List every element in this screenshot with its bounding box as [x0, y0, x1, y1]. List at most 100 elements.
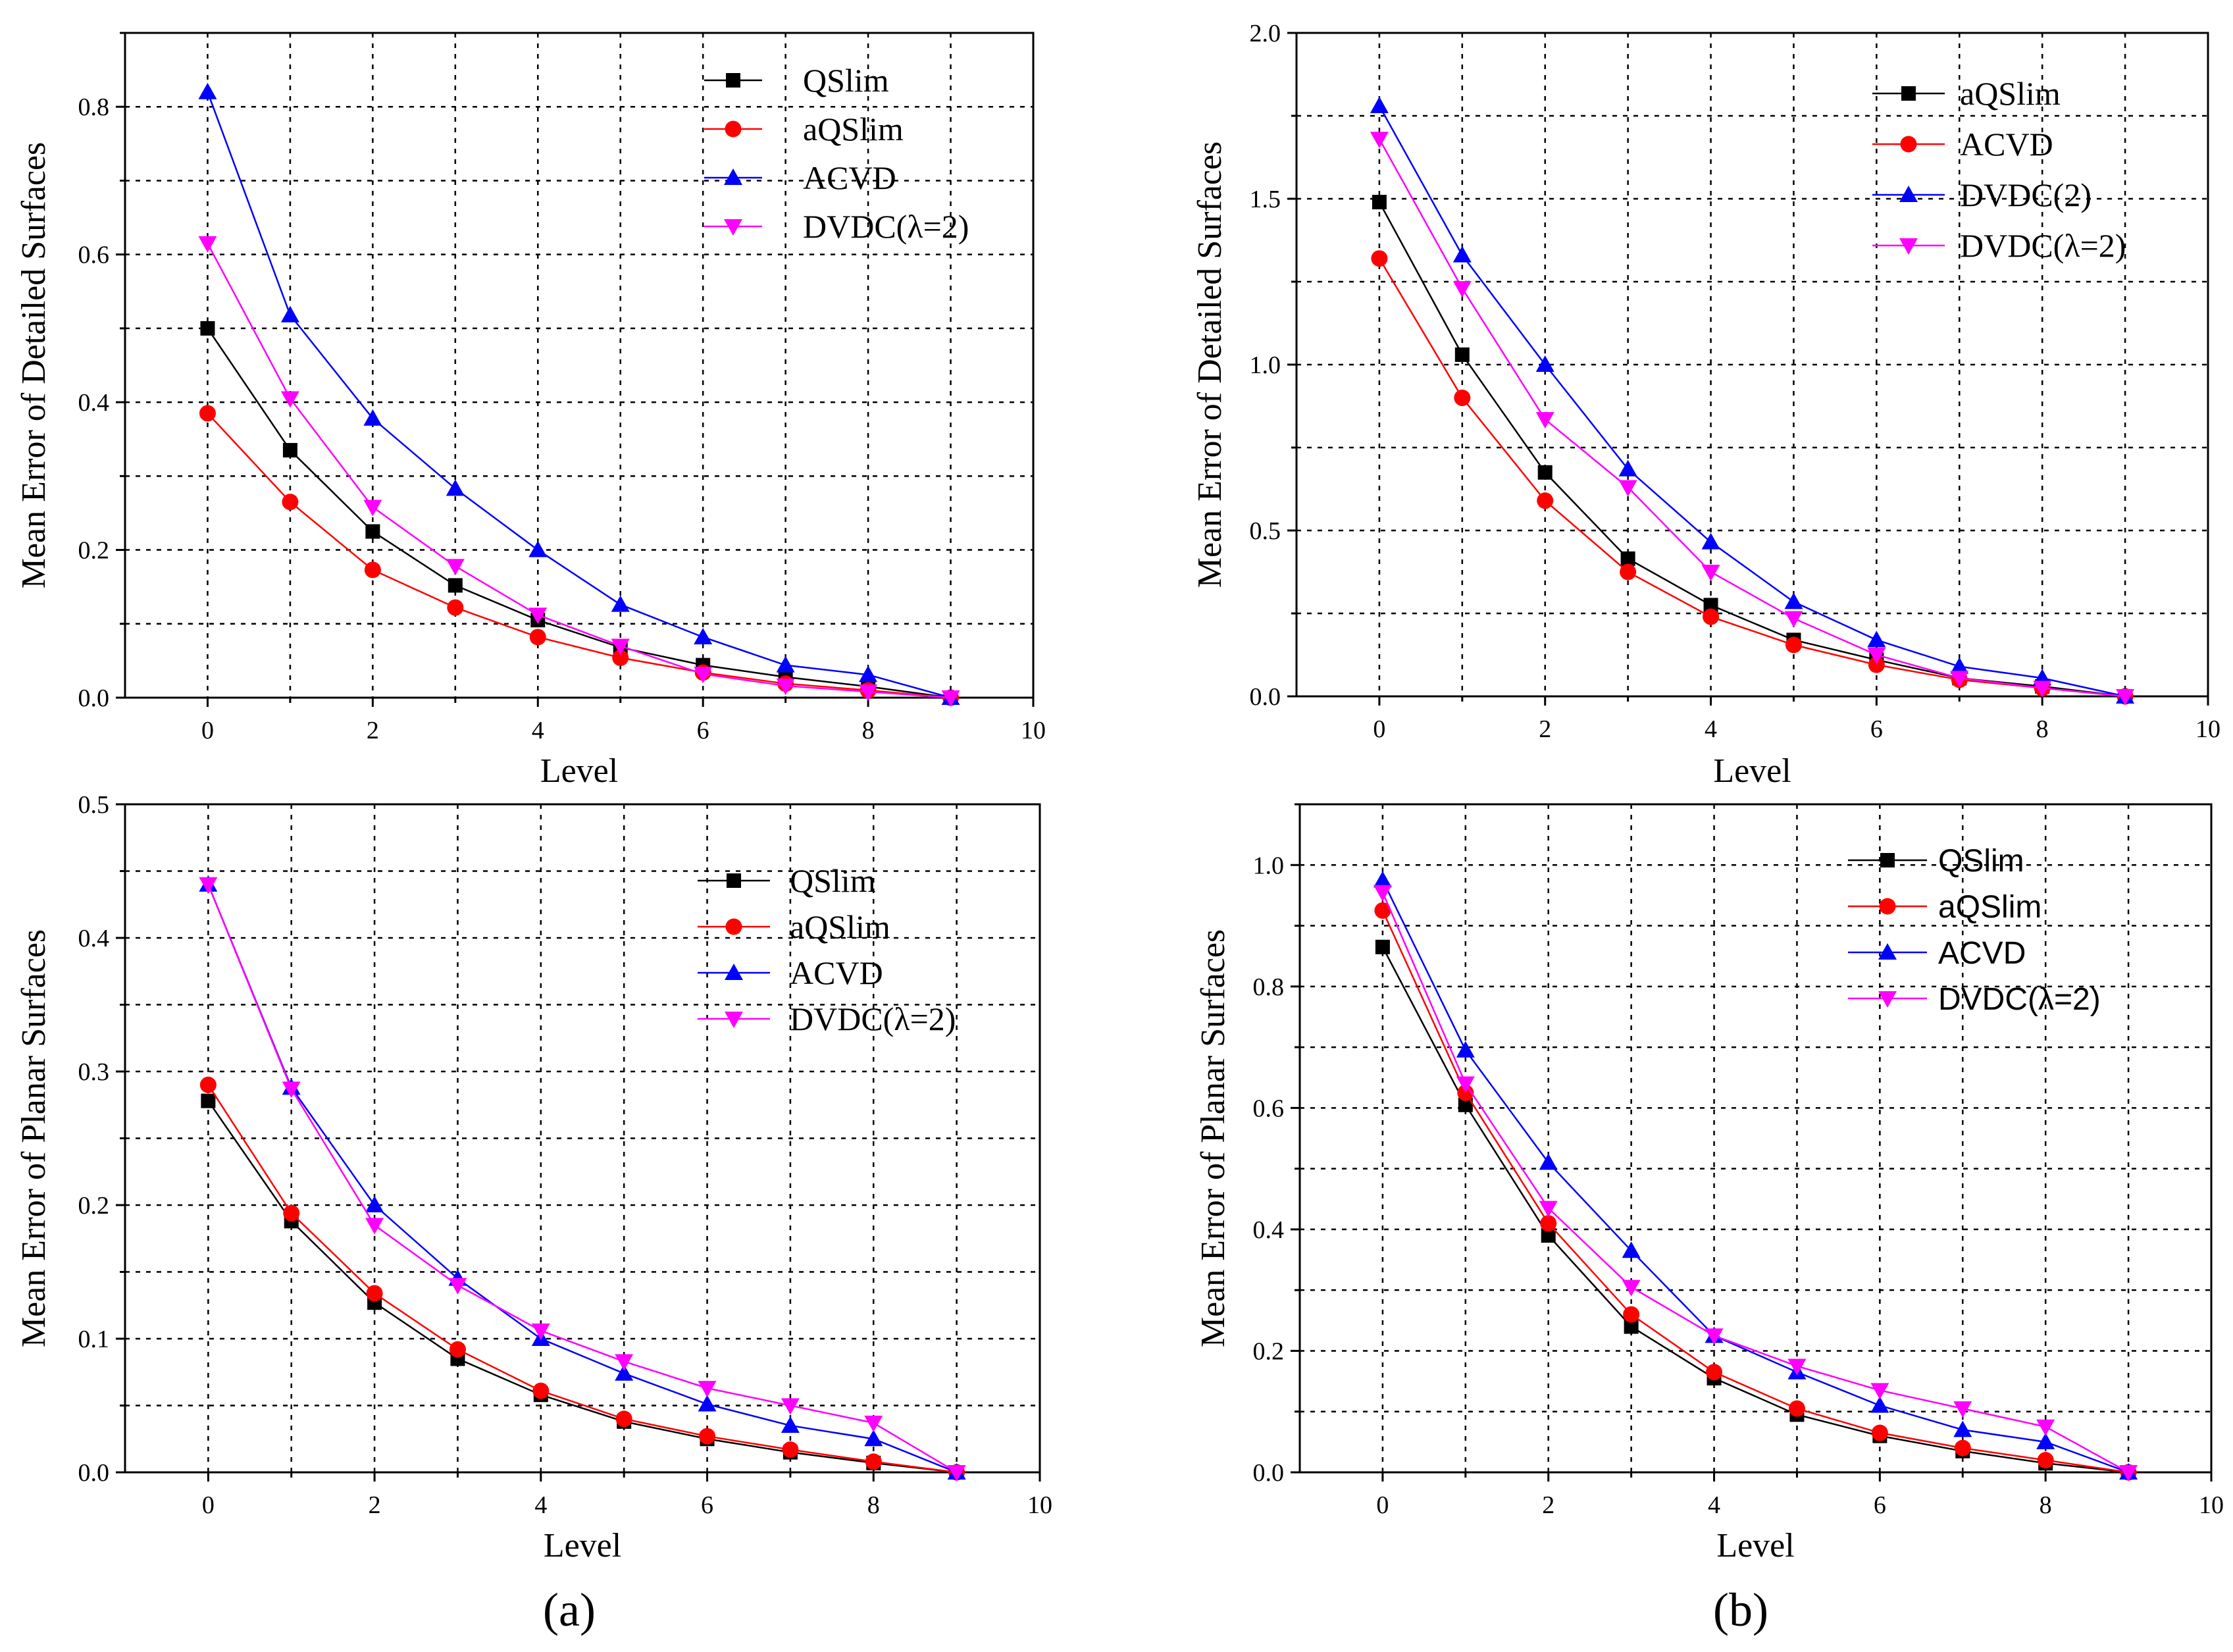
data-point-dvdc: [1373, 885, 1392, 902]
series-line-acvd: [1378, 105, 2126, 698]
data-point-dvdc: [781, 1398, 800, 1415]
data-point-aqslim: [1954, 1439, 1971, 1457]
y-axis-title: Mean Error of Planar Surfaces: [1194, 929, 1232, 1347]
series-line-qslim: [1378, 201, 2126, 698]
x-tick-label: 0: [202, 1491, 215, 1519]
x-tick-label: 2: [1539, 715, 1551, 743]
data-point-dvdc: [1950, 671, 1969, 688]
legend: QSlim aQSlim ACVD DVDC(λ=2): [704, 62, 969, 245]
x-tick-label: 2: [369, 1491, 381, 1519]
data-point-acvd: [1784, 592, 1803, 609]
x-tick-label: 4: [532, 717, 544, 744]
data-point-dvdc: [531, 1323, 550, 1340]
legend-marker-aqslim: [1900, 136, 1917, 153]
legend-label: DVDC(λ=2): [1960, 227, 2126, 264]
y-tick-label: 0.5: [78, 791, 110, 819]
y-tick-label: 0.5: [1250, 517, 1281, 545]
series-line-aqslim: [1378, 258, 2126, 698]
x-tick-label: 4: [534, 1491, 547, 1519]
legend-marker-acvd: [724, 168, 742, 185]
legend-label: DVDC(λ=2): [790, 1000, 956, 1037]
series-line-dvdc: [207, 243, 951, 699]
data-point-qslim: [448, 578, 463, 593]
series-line-acvd: [207, 91, 951, 699]
y-tick-label: 0.2: [78, 1192, 110, 1220]
data-point-acvd: [694, 627, 713, 644]
data-point-acvd: [1535, 355, 1554, 372]
x-tick-label: 0: [1376, 1491, 1389, 1519]
data-point-qslim: [1537, 465, 1553, 480]
data-point-acvd: [611, 595, 630, 612]
legend-label: QSlim: [790, 862, 876, 899]
data-point-aqslim: [612, 649, 629, 666]
data-point-dvdc: [365, 1218, 384, 1235]
data-point-acvd: [1867, 631, 1886, 648]
data-point-dvdc: [2033, 681, 2052, 698]
data-point-qslim: [200, 321, 215, 336]
data-point-dvdc: [864, 1415, 883, 1432]
data-point-acvd: [859, 665, 878, 683]
legend-label: aQSlim: [1938, 890, 2041, 925]
x-tick-label: 6: [701, 1491, 713, 1519]
data-point-aqslim: [1706, 1364, 1723, 1381]
data-point-dvdc: [448, 1278, 467, 1295]
x-tick-label: 10: [2195, 715, 2220, 743]
data-point-aqslim: [1868, 656, 1885, 673]
y-tick-label: 0.6: [78, 242, 110, 269]
data-point-dvdc: [698, 1381, 717, 1398]
data-point-qslim: [1620, 551, 1635, 566]
data-point-dvdc: [1539, 1200, 1558, 1218]
data-point-aqslim: [283, 1204, 300, 1222]
data-point-dvdc: [2116, 689, 2135, 706]
y-tick-label: 0.4: [1253, 1216, 1285, 1244]
data-point-acvd: [864, 1430, 883, 1447]
data-point-acvd: [1373, 871, 1392, 888]
data-point-dvdc: [446, 559, 465, 576]
data-point-dvdc: [1870, 1383, 1889, 1400]
data-point-qslim: [365, 524, 380, 539]
data-point-dvdc: [2036, 1419, 2055, 1436]
chart-top-right-detailed-surfaces: 0 2 4 6 8 10 0.0 0.5 1.0 1.5 2.0 Level Mean Error of…: [1191, 20, 2220, 790]
data-point-qslim: [1454, 347, 1470, 362]
legend-marker-aqslim: [1879, 898, 1896, 915]
data-point-aqslim: [447, 599, 464, 616]
x-tick-label: 0: [201, 717, 214, 744]
data-point-qslim: [1458, 1097, 1473, 1112]
y-tick-label: 0.0: [78, 1459, 110, 1487]
legend-label: QSlim: [1938, 844, 2024, 879]
x-tick-label: 0: [1373, 715, 1385, 743]
data-point-acvd: [446, 479, 465, 496]
legend-label: aQSlim: [790, 908, 890, 945]
data-point-dvdc: [615, 1354, 634, 1371]
data-point-acvd: [528, 540, 548, 557]
x-tick-label: 6: [697, 717, 709, 744]
x-tick-label: 8: [867, 1491, 880, 1519]
legend-marker-acvd: [725, 964, 743, 980]
data-point-aqslim: [615, 1410, 632, 1428]
chart-bottom-left-planar-surfaces: 0 2 4 6 8 10 0.0 0.1 0.2 0.3 0.4 0.5 Level Mean Error…: [15, 791, 1052, 1564]
data-point-dvdc: [2119, 1465, 2138, 1482]
data-point-acvd: [1622, 1241, 1641, 1258]
data-point-acvd: [1539, 1153, 1558, 1170]
data-point-acvd: [1953, 1420, 1972, 1437]
data-point-aqslim: [449, 1341, 466, 1358]
series-line-qslim: [1381, 946, 2129, 1474]
data-point-acvd: [1950, 657, 1969, 674]
series-line-acvd: [1381, 879, 2129, 1474]
data-point-acvd: [615, 1364, 634, 1381]
x-tick-label: 10: [1021, 717, 1046, 744]
panel-label-b: (b): [1713, 1584, 1768, 1636]
legend-marker-aqslim: [725, 918, 742, 935]
data-point-dvdc: [1787, 1358, 1807, 1376]
x-tick-label: 10: [1027, 1491, 1052, 1519]
x-tick-label: 2: [1542, 1491, 1554, 1519]
x-tick-label: 10: [2199, 1491, 2224, 1519]
legend-label: QSlim: [803, 62, 889, 99]
data-point-dvdc: [1784, 611, 1803, 628]
data-point-aqslim: [282, 494, 299, 511]
legend-marker-qslim: [1901, 86, 1916, 101]
data-point-qslim: [282, 443, 297, 458]
legend-marker-acvd: [1899, 186, 1918, 202]
data-point-acvd: [1618, 459, 1637, 477]
